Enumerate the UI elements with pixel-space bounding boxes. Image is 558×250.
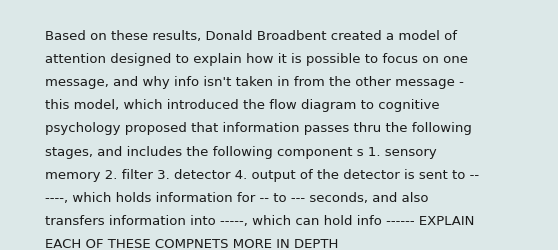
- Text: message, and why info isn't taken in from the other message -: message, and why info isn't taken in fro…: [45, 76, 464, 89]
- Text: memory 2. filter 3. detector 4. output of the detector is sent to --: memory 2. filter 3. detector 4. output o…: [45, 168, 479, 181]
- Text: EACH OF THESE COMPNETS MORE IN DEPTH: EACH OF THESE COMPNETS MORE IN DEPTH: [45, 237, 338, 250]
- Text: Based on these results, Donald Broadbent created a model of: Based on these results, Donald Broadbent…: [45, 30, 456, 43]
- Text: ----, which holds information for -- to --- seconds, and also: ----, which holds information for -- to …: [45, 191, 428, 204]
- Text: stages, and includes the following component s 1. sensory: stages, and includes the following compo…: [45, 145, 436, 158]
- Text: transfers information into -----, which can hold info ------ EXPLAIN: transfers information into -----, which …: [45, 214, 474, 227]
- Text: this model, which introduced the flow diagram to cognitive: this model, which introduced the flow di…: [45, 99, 439, 112]
- Text: attention designed to explain how it is possible to focus on one: attention designed to explain how it is …: [45, 53, 468, 66]
- Text: psychology proposed that information passes thru the following: psychology proposed that information pas…: [45, 122, 472, 135]
